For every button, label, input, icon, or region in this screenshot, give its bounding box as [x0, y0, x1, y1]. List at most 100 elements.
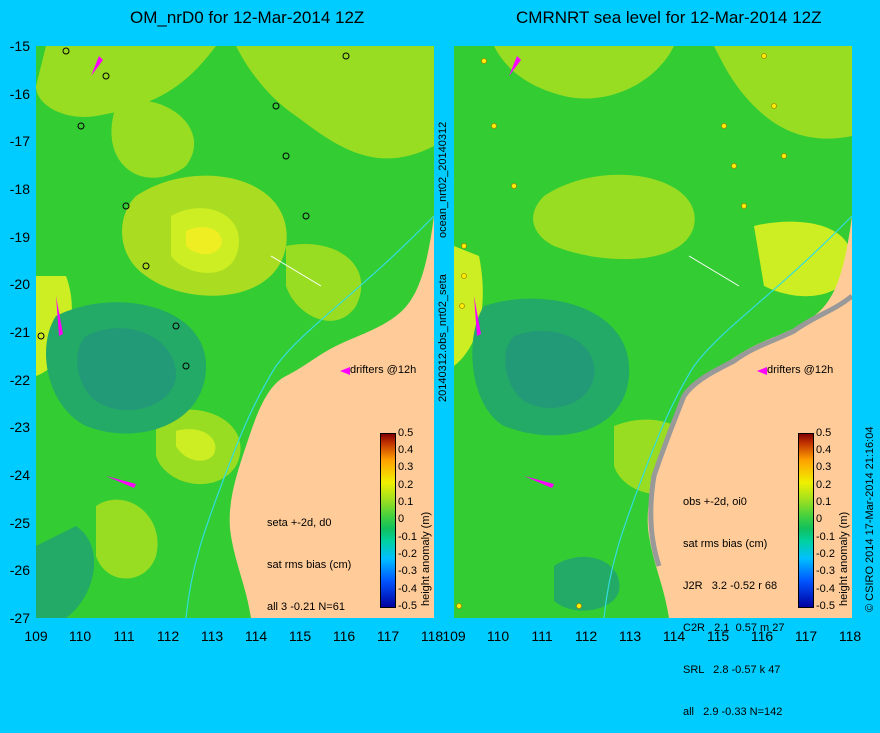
lon-tick: 112 [574, 628, 598, 644]
lat-tick: -19 [9, 229, 30, 245]
lon-tick: 116 [332, 628, 356, 644]
colorbar-tick: 0.2 [816, 479, 832, 491]
stats-line: all 2.9 -0.33 N=142 [683, 706, 783, 718]
stats-line: all 3 -0.21 N=61 [267, 601, 345, 613]
colorbar-tick: 0.1 [398, 496, 414, 508]
lat-tick: -21 [9, 324, 30, 340]
anomaly-low-core [77, 328, 176, 411]
lon-tick: 114 [244, 628, 268, 644]
colorbar-tick: -0.4 [816, 583, 835, 595]
colorbar-tick: -0.5 [398, 600, 417, 612]
lat-tick: -16 [9, 86, 30, 102]
anomaly-high-area [714, 46, 852, 139]
colorbar-tick: 0.5 [816, 427, 832, 439]
colorbar-tick: 0.2 [398, 479, 414, 491]
lon-tick: 109 [442, 628, 466, 644]
lon-tick: 115 [706, 628, 730, 644]
colorbar-tick: -0.1 [398, 531, 417, 543]
anomaly-high-core [176, 429, 216, 461]
lat-tick: -22 [9, 372, 30, 388]
lat-tick: -20 [9, 276, 30, 292]
stats-line: sat rms bias (cm) [267, 559, 352, 571]
lat-tick: -26 [9, 562, 30, 578]
colorbar-tick: 0 [816, 513, 823, 525]
right-map-panel [454, 46, 852, 618]
colorbar-tick: -0.5 [816, 600, 835, 612]
colorbar-tick: -0.3 [816, 565, 835, 577]
colorbar-tick: 0.1 [816, 496, 832, 508]
anomaly-high-core [186, 226, 222, 255]
lon-tick: 111 [113, 628, 135, 644]
drifter-arrow-icon [757, 367, 767, 375]
section-line [270, 255, 322, 287]
anomaly-high-area [96, 499, 158, 579]
anomaly-high-area [36, 46, 216, 117]
lon-tick: 117 [376, 628, 400, 644]
colorbar-tick: 0.3 [816, 461, 832, 473]
lat-tick: -25 [9, 515, 30, 531]
lon-tick: 115 [288, 628, 312, 644]
anomaly-low-core [505, 330, 595, 408]
lon-tick: 114 [662, 628, 686, 644]
anomaly-low-area [554, 556, 620, 611]
left-map-panel [36, 46, 434, 618]
drifter-arrow-icon [340, 367, 350, 375]
obs-file-label: 20140312.obs_nrt02_seta [437, 274, 449, 402]
lat-tick: -18 [9, 181, 30, 197]
colorbar-label: height anomaly (m) [420, 511, 432, 606]
lat-tick: -15 [9, 38, 30, 54]
colorbar-gradient [798, 433, 814, 608]
anomaly-high-area [236, 46, 434, 159]
lon-tick: 113 [200, 628, 224, 644]
stats-line: obs +-2d, oi0 [683, 496, 747, 508]
drifter-markers [474, 56, 554, 488]
colorbar-tick: 0.3 [398, 461, 414, 473]
lon-tick: 112 [156, 628, 180, 644]
colorbar-tick: -0.4 [398, 583, 417, 595]
copyright-footer: © CSIRO 2014 17-Mar-2014 21:16:04 [864, 426, 876, 612]
anomaly-low-area [36, 526, 95, 618]
right-map-title: CMRNRT sea level for 12-Mar-2014 12Z [516, 8, 822, 27]
satellite-obs-dots [456, 53, 787, 609]
drifter-markers [56, 56, 136, 488]
coast-track-line [603, 215, 852, 618]
colorbar-tick: -0.2 [816, 548, 835, 560]
lat-tick: -27 [9, 610, 30, 626]
lon-tick: 110 [486, 628, 510, 644]
lon-tick: 110 [68, 628, 92, 644]
left-map-title: OM_nrD0 for 12-Mar-2014 12Z [130, 8, 365, 27]
right-stats-note: obs +-2d, oi0 sat rms bias (cm) J2R 3.2 … [683, 467, 785, 733]
section-line [688, 255, 740, 287]
colorbar-tick: -0.3 [398, 565, 417, 577]
anomaly-high-area [533, 174, 695, 260]
lat-tick: -23 [9, 419, 30, 435]
colorbar-label: height anomaly (m) [838, 511, 850, 606]
lat-tick: -17 [9, 133, 30, 149]
stats-line: SRL 2.8 -0.57 k 47 [683, 664, 781, 676]
colorbar-gradient [380, 433, 396, 608]
colorbar-tick: -0.2 [398, 548, 417, 560]
lon-tick: 118 [420, 628, 444, 644]
stats-line: J2R 3.2 -0.52 r 68 [683, 580, 778, 592]
drifters-label: drifters @12h [767, 364, 834, 376]
colorbar-tick: 0.4 [398, 444, 414, 456]
lon-tick: 117 [794, 628, 818, 644]
stats-line: sat rms bias (cm) [683, 538, 768, 550]
right-map-svg [454, 46, 852, 618]
anomaly-high-area [111, 100, 195, 178]
lon-tick: 111 [531, 628, 553, 644]
lon-tick: 118 [838, 628, 862, 644]
colorbar-tick: -0.1 [816, 531, 835, 543]
model-run-label: ocean_nrt02_20140312 [437, 121, 449, 238]
drifters-label: drifters @12h [350, 364, 417, 376]
lon-tick: 113 [618, 628, 642, 644]
stats-line: seta +-2d, d0 [267, 517, 332, 529]
coast-track-line [185, 215, 434, 618]
coastal-shelf [648, 294, 852, 567]
colorbar-tick: 0.5 [398, 427, 414, 439]
lon-tick: 116 [750, 628, 774, 644]
satellite-obs-circles [37, 47, 350, 370]
lon-tick: 109 [24, 628, 48, 644]
stats-line: C2R 2.1 0.57 m 27 [683, 622, 785, 634]
left-map-svg [36, 46, 434, 618]
